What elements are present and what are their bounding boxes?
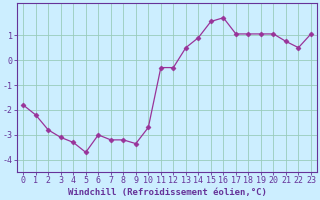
X-axis label: Windchill (Refroidissement éolien,°C): Windchill (Refroidissement éolien,°C) [68, 188, 267, 197]
